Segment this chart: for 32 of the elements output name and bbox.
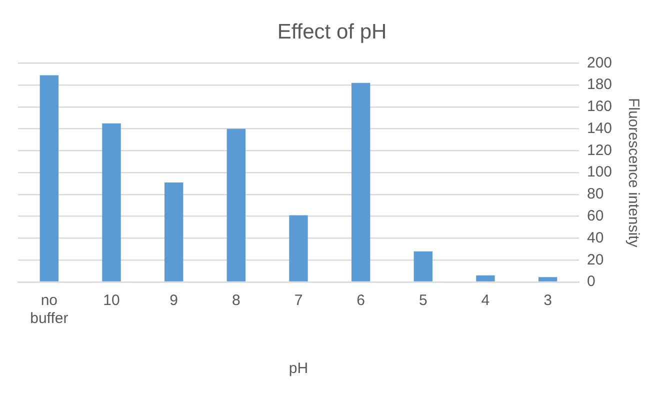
x-tick-label: 6 [356,292,365,310]
y-tick-label: 100 [586,164,612,181]
chart-title: Effect of pH [277,20,387,44]
y-tick-label: 60 [586,208,604,224]
x-tick-label: no buffer [30,292,68,328]
bar [164,182,184,282]
y-tick-label: 160 [586,98,612,116]
y-tick-label: 140 [586,120,612,137]
y-tick-label: 40 [586,229,604,246]
y-tick-label: 120 [586,142,612,159]
x-tick-label: 5 [418,292,428,310]
bar [40,75,59,282]
y-tick-label: 0 [586,273,596,290]
y-tick-label: 80 [586,186,604,203]
x-tick-label: 7 [294,292,303,310]
bar [351,82,370,282]
x-tick-label: 9 [170,292,178,310]
bar [289,215,308,282]
bar [476,275,495,282]
y-tick-label: 180 [586,76,612,94]
bar [226,128,246,282]
x-tick-label: 3 [544,292,552,310]
x-tick-label: 8 [232,292,240,310]
y-axis-title: Fluorescence intensity [624,98,642,248]
x-axis-title: pH [288,360,308,378]
bar [538,277,558,282]
y-tick-label: 200 [586,54,612,72]
y-tick-label: 20 [586,251,604,268]
x-tick-label: 10 [103,292,120,310]
x-tick-label: 4 [481,292,490,310]
bar [102,123,121,282]
bar [414,251,432,282]
